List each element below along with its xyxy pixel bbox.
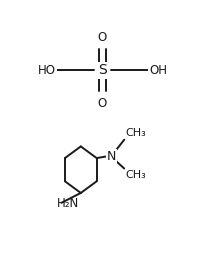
Text: N: N (107, 150, 116, 163)
Text: HO: HO (38, 64, 56, 77)
Text: O: O (98, 30, 107, 44)
Text: H₂N: H₂N (57, 197, 79, 210)
Text: CH₃: CH₃ (125, 170, 146, 180)
Text: OH: OH (149, 64, 167, 77)
Text: CH₃: CH₃ (125, 128, 146, 138)
Text: S: S (98, 63, 107, 77)
Text: O: O (98, 97, 107, 110)
